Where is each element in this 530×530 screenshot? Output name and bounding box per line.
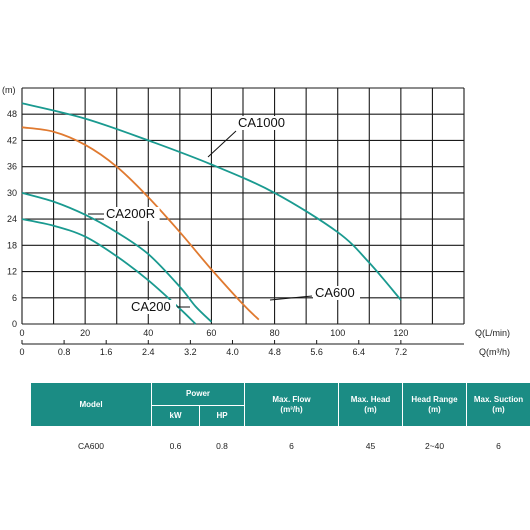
leader-line-ca600 bbox=[269, 295, 313, 301]
pump-performance-chart: 0 6 12 18 24 30 36 42 48 (m) 0 20 40 60 80 100 120 Q(L/mi… bbox=[2, 85, 510, 357]
label-bg-ca1000 bbox=[236, 116, 292, 130]
header-max-suction: Max. Suction (m) bbox=[466, 382, 530, 427]
cell-kw: 0.6 bbox=[169, 441, 182, 451]
x2-tick-label: 1.6 bbox=[100, 347, 113, 357]
x-tick-label: 40 bbox=[143, 328, 153, 338]
x2-tick-label: 6.4 bbox=[353, 347, 366, 357]
header-head-range-unit: (m) bbox=[428, 404, 441, 414]
header-max-flow-unit: (m³/h) bbox=[280, 404, 303, 414]
y-axis-unit: (m) bbox=[2, 85, 16, 95]
label-bg-ca600 bbox=[313, 286, 360, 300]
x2-tick-label: 3.2 bbox=[184, 347, 197, 357]
x-tick-label: 80 bbox=[270, 328, 280, 338]
y-tick-label: 42 bbox=[7, 135, 17, 145]
x-tick-label: 120 bbox=[393, 328, 408, 338]
x-tick-label: 0 bbox=[19, 328, 24, 338]
table-row: CA600 0.6 0.8 6 45 2~40 6 bbox=[31, 427, 530, 466]
y-tick-label: 18 bbox=[7, 240, 17, 250]
header-head-range: Head Range (m) bbox=[402, 382, 468, 427]
header-model: Model bbox=[30, 382, 152, 427]
x2-tick-label: 0.8 bbox=[58, 347, 71, 357]
x2-tick-label: 4.8 bbox=[268, 347, 281, 357]
y-tick-label: 48 bbox=[7, 109, 17, 119]
label-bg-ca200 bbox=[129, 300, 176, 314]
chart-grid bbox=[21, 87, 465, 325]
series-line-ca200 bbox=[21, 218, 197, 325]
y-tick-label: 30 bbox=[7, 188, 17, 198]
x2-tick-label: 5.6 bbox=[310, 347, 323, 357]
header-max-head-label: Max. Head bbox=[350, 394, 391, 404]
y-tick-label: 24 bbox=[7, 214, 17, 224]
header-max-head: Max. Head (m) bbox=[338, 382, 404, 427]
y-tick-label: 36 bbox=[7, 162, 17, 172]
x2-tick-label: 0 bbox=[19, 347, 24, 357]
series-line-ca1000 bbox=[21, 102, 402, 301]
leader-line-ca1000 bbox=[207, 130, 237, 158]
cell-hp: 0.8 bbox=[216, 441, 228, 451]
series-label-ca200r: CA200R bbox=[106, 206, 155, 221]
y-tick-label: 12 bbox=[7, 267, 17, 277]
series-label-ca600: CA600 bbox=[315, 285, 355, 300]
cell-max-suction: 6 bbox=[496, 441, 501, 451]
header-max-suction-unit: (m) bbox=[492, 404, 505, 414]
cell-model: CA600 bbox=[78, 441, 104, 451]
series-line-ca600 bbox=[21, 126, 260, 321]
x-tick-label: 100 bbox=[330, 328, 345, 338]
header-max-flow: Max. Flow (m³/h) bbox=[244, 382, 340, 427]
label-bg-ca200r bbox=[104, 207, 160, 221]
spec-table: Model Power Max. Flow (m³/h) Max. Head (… bbox=[30, 382, 530, 465]
header-max-suction-label: Max. Suction bbox=[473, 394, 524, 404]
chart-axes: 0 6 12 18 24 30 36 42 48 (m) 0 20 40 60 80 100 120 Q(L/mi… bbox=[2, 85, 510, 357]
series-label-ca200: CA200 bbox=[131, 299, 171, 314]
header-max-head-unit: (m) bbox=[364, 404, 377, 414]
x-tick-label: 20 bbox=[80, 328, 90, 338]
header-hp: HP bbox=[198, 405, 246, 427]
x2-tick-label: 2.4 bbox=[142, 347, 155, 357]
series-label-ca1000: CA1000 bbox=[238, 115, 285, 130]
chart-labels: CA1000 CA600 CA200R CA200 bbox=[88, 115, 360, 314]
header-head-range-label: Head Range bbox=[411, 394, 458, 404]
header-kw: kW bbox=[151, 405, 200, 427]
x2-tick-label: 4.0 bbox=[226, 347, 239, 357]
y-tick-label: 0 bbox=[12, 319, 17, 329]
x2-axis-label: Q(m³/h) bbox=[479, 347, 510, 357]
chart-series bbox=[21, 102, 402, 325]
x2-tick-label: 7.2 bbox=[395, 347, 408, 357]
series-line-ca200r bbox=[21, 192, 213, 323]
x-axis-label: Q(L/min) bbox=[475, 328, 510, 338]
x-tick-label: 60 bbox=[206, 328, 216, 338]
y-tick-label: 6 bbox=[12, 293, 17, 303]
cell-max-flow: 6 bbox=[289, 441, 294, 451]
header-max-flow-label: Max. Flow bbox=[272, 394, 311, 404]
header-power: Power bbox=[150, 382, 246, 406]
cell-head-range: 2~40 bbox=[424, 441, 445, 451]
cell-max-head: 45 bbox=[365, 441, 376, 451]
